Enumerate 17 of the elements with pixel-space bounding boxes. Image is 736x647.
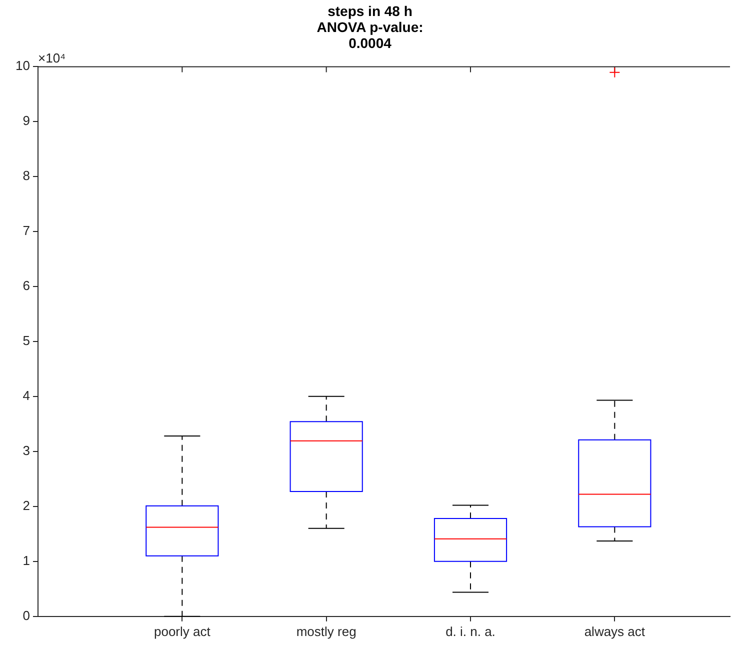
y-tick-label: 9	[22, 112, 30, 128]
y-tick-label: 1	[22, 552, 30, 568]
y-tick-label: 0	[22, 608, 30, 623]
x-tick-label: poorly act	[154, 624, 211, 639]
y-tick-label: 7	[22, 222, 30, 238]
y-tick-label: 10	[16, 58, 30, 73]
y-tick-label: 3	[22, 442, 30, 458]
chart-title: steps in 48 h ANOVA p-value: 0.0004	[316, 2, 424, 52]
y-tick-label: 6	[22, 278, 30, 293]
x-tick-label: always act	[584, 624, 646, 639]
y-tick-label: 2	[22, 498, 30, 513]
y-tick-label: 8	[22, 168, 30, 183]
y-tick-label: 5	[22, 332, 30, 348]
text: ×10⁴	[38, 50, 66, 66]
x-tick-label: d. i. n. a.	[446, 624, 496, 639]
x-tick-label: mostly reg	[296, 624, 356, 639]
y-tick-label: 4	[22, 388, 30, 403]
